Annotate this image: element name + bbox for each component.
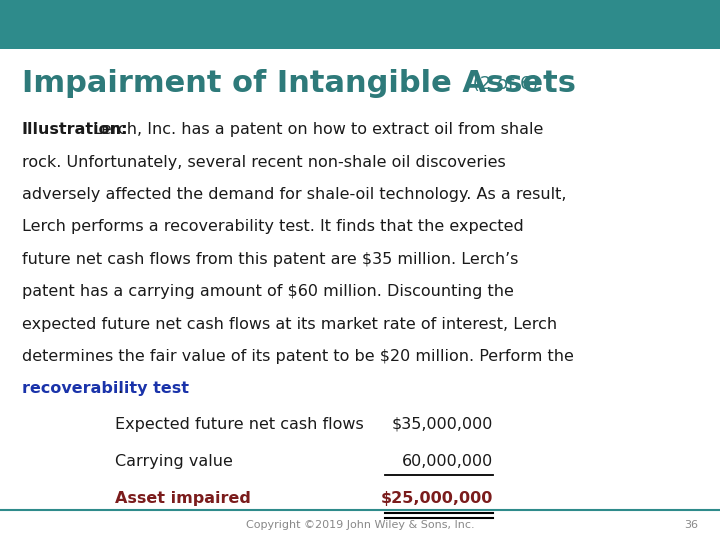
Text: 36: 36 [685,520,698,530]
Text: 60,000,000: 60,000,000 [402,454,493,469]
Bar [0,0,720,49]
Text: expected future net cash flows at its market rate of interest, Lerch: expected future net cash flows at its ma… [22,316,557,332]
Text: $35,000,000: $35,000,000 [392,417,493,432]
Text: Carrying value: Carrying value [115,454,233,469]
Text: patent has a carrying amount of $60 million. Discounting the: patent has a carrying amount of $60 mill… [22,284,513,299]
Text: Asset impaired: Asset impaired [115,491,251,507]
Text: future net cash flows from this patent are $35 million. Lerch’s: future net cash flows from this patent a… [22,252,518,267]
Text: recoverability test: recoverability test [22,381,189,396]
Text: Lerch performs a recoverability test. It finds that the expected: Lerch performs a recoverability test. It… [22,219,523,234]
Text: Lerch, Inc. has a patent on how to extract oil from shale: Lerch, Inc. has a patent on how to extra… [88,122,543,137]
Text: .: . [117,381,122,396]
Text: Impairment of Intangible Assets: Impairment of Intangible Assets [22,69,575,98]
Text: Illustration:: Illustration: [22,122,128,137]
Text: (2 of 6): (2 of 6) [467,75,538,93]
Text: Copyright ©2019 John Wiley & Sons, Inc.: Copyright ©2019 John Wiley & Sons, Inc. [246,520,474,530]
Text: Expected future net cash flows: Expected future net cash flows [115,417,364,432]
Text: determines the fair value of its patent to be $20 million. Perform the: determines the fair value of its patent … [22,349,573,364]
Text: rock. Unfortunately, several recent non-shale oil discoveries: rock. Unfortunately, several recent non-… [22,154,505,170]
Text: adversely affected the demand for shale-oil technology. As a result,: adversely affected the demand for shale-… [22,187,566,202]
Text: $25,000,000: $25,000,000 [381,491,493,507]
